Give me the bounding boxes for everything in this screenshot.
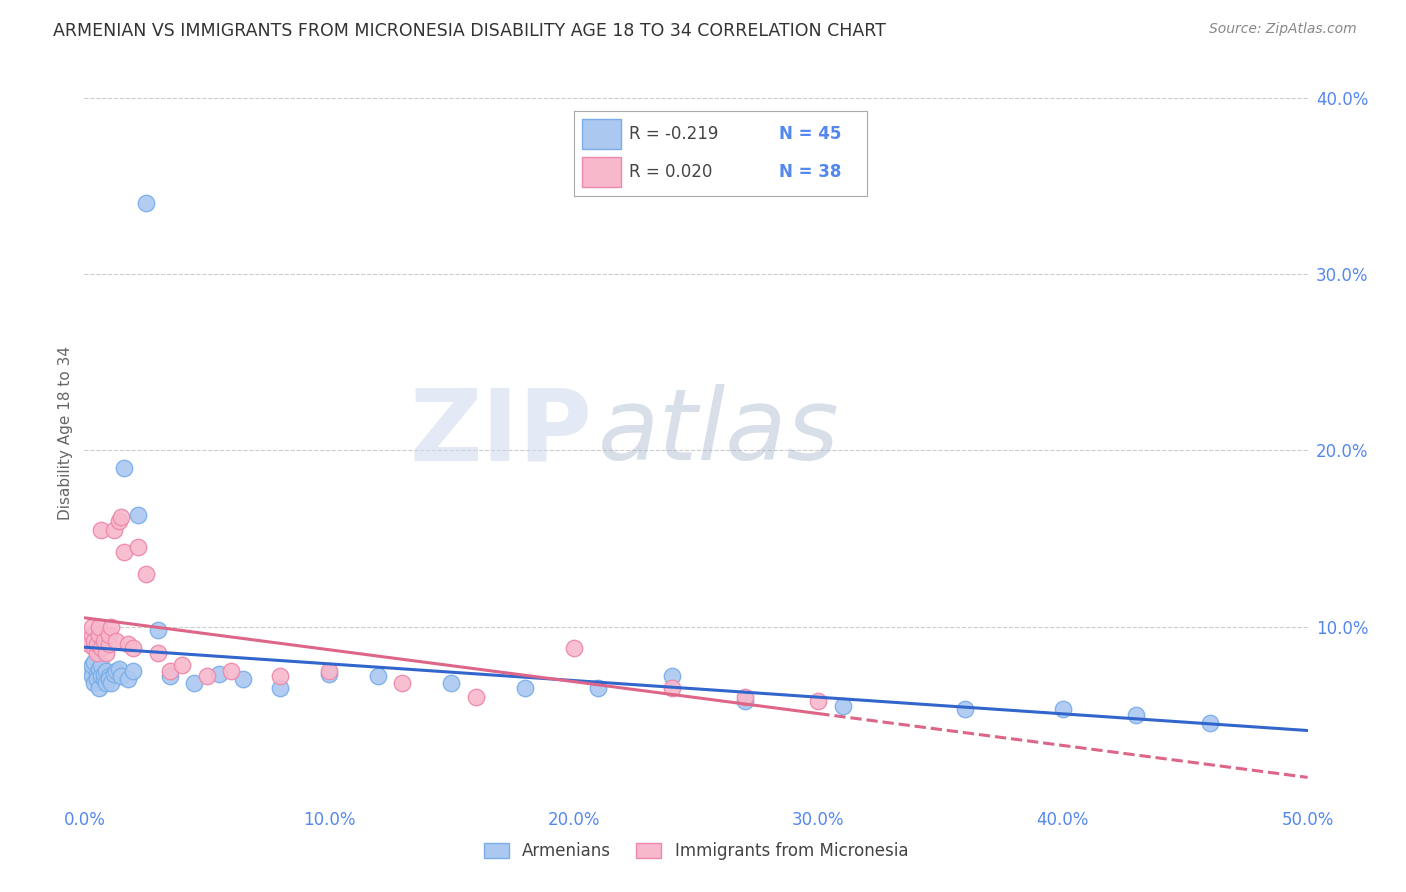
- Point: [661, 681, 683, 696]
- Point: [83, 676, 105, 690]
- Y-axis label: Disability Age 18 to 34: Disability Age 18 to 34: [58, 345, 73, 520]
- Point: [87, 681, 110, 696]
- Point: [87, 662, 110, 676]
- Point: [734, 690, 756, 704]
- Point: [96, 664, 118, 678]
- Point: [367, 669, 389, 683]
- Point: [86, 667, 108, 681]
- Point: [97, 673, 120, 687]
- Point: [100, 619, 122, 633]
- Point: [318, 664, 340, 678]
- Point: [107, 662, 129, 676]
- Point: [77, 664, 100, 678]
- Point: [103, 667, 125, 681]
- Point: [661, 669, 683, 683]
- Point: [83, 655, 105, 669]
- Text: ARMENIAN VS IMMIGRANTS FROM MICRONESIA DISABILITY AGE 18 TO 34 CORRELATION CHART: ARMENIAN VS IMMIGRANTS FROM MICRONESIA D…: [53, 22, 886, 40]
- Point: [105, 664, 128, 678]
- Point: [86, 673, 108, 687]
- Point: [93, 633, 115, 648]
- Point: [83, 640, 105, 655]
- Point: [159, 669, 181, 683]
- Point: [96, 676, 118, 690]
- Point: [807, 693, 830, 707]
- Point: [269, 669, 291, 683]
- Point: [100, 676, 122, 690]
- Point: [219, 664, 242, 678]
- Point: [90, 523, 112, 537]
- Point: [269, 681, 291, 696]
- Point: [110, 669, 132, 683]
- Point: [953, 702, 976, 716]
- Point: [440, 676, 463, 690]
- Point: [87, 619, 110, 633]
- Point: [77, 637, 100, 651]
- Point: [90, 669, 112, 683]
- Point: [112, 461, 135, 475]
- Point: [1198, 716, 1220, 731]
- Point: [90, 658, 112, 673]
- Point: [80, 669, 103, 683]
- Point: [86, 637, 108, 651]
- Point: [127, 540, 149, 554]
- Point: [97, 637, 120, 651]
- Point: [105, 633, 128, 648]
- Point: [146, 646, 169, 660]
- Text: atlas: atlas: [598, 384, 839, 481]
- Point: [122, 664, 145, 678]
- Point: [1125, 707, 1147, 722]
- Point: [96, 646, 118, 660]
- Point: [159, 664, 181, 678]
- Point: [232, 673, 254, 687]
- Point: [464, 690, 486, 704]
- Point: [80, 628, 103, 642]
- Point: [97, 628, 120, 642]
- Point: [135, 566, 157, 581]
- Point: [172, 658, 194, 673]
- Point: [513, 681, 536, 696]
- Point: [831, 698, 853, 713]
- Point: [87, 628, 110, 642]
- Point: [86, 646, 108, 660]
- Point: [127, 508, 149, 523]
- Point: [117, 673, 139, 687]
- Point: [195, 669, 218, 683]
- Text: ZIP: ZIP: [409, 384, 592, 481]
- Point: [83, 633, 105, 648]
- Point: [1052, 702, 1074, 716]
- Point: [117, 637, 139, 651]
- Point: [112, 545, 135, 559]
- Legend: Armenians, Immigrants from Micronesia: Armenians, Immigrants from Micronesia: [475, 834, 917, 869]
- Point: [135, 196, 157, 211]
- Point: [93, 667, 115, 681]
- Point: [97, 669, 120, 683]
- Text: Source: ZipAtlas.com: Source: ZipAtlas.com: [1209, 22, 1357, 37]
- Point: [146, 623, 169, 637]
- Point: [122, 640, 145, 655]
- Point: [586, 681, 609, 696]
- Point: [80, 619, 103, 633]
- Point: [318, 667, 340, 681]
- Point: [93, 673, 115, 687]
- Point: [208, 667, 231, 681]
- Point: [107, 514, 129, 528]
- Point: [90, 640, 112, 655]
- Point: [110, 510, 132, 524]
- Point: [734, 693, 756, 707]
- Point: [80, 658, 103, 673]
- Point: [562, 640, 585, 655]
- Point: [183, 676, 205, 690]
- Point: [391, 676, 413, 690]
- Point: [103, 523, 125, 537]
